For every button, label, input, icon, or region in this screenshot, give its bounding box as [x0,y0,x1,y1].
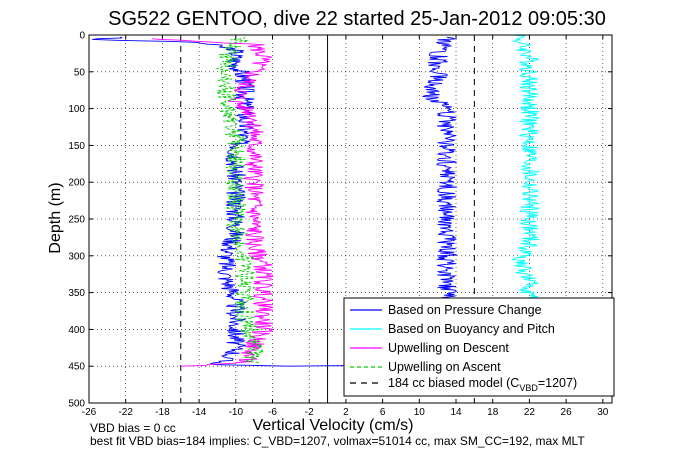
x-tick-label: 2 [343,407,349,418]
y-tick-label: 200 [68,178,85,189]
data-series [92,34,541,367]
x-tick-label: 26 [561,407,573,418]
y-tick-label: 0 [79,31,85,42]
vbd-bias-note: VBD bias = 0 cc [90,421,176,435]
x-tick-label: -10 [229,407,244,418]
series-line-2 [511,34,541,301]
reference-lines [180,35,475,403]
legend-label: Upwelling on Descent [388,341,509,355]
y-tick-label: 50 [74,67,86,78]
legend-label: Based on Buoyancy and Pitch [388,322,555,336]
x-tick-label: 22 [524,407,536,418]
x-tick-label: 18 [487,407,499,418]
legend-label: Upwelling on Ascent [388,360,501,374]
x-tick-label: -2 [305,407,314,418]
y-tick-label: 100 [68,104,85,115]
legend: Based on Pressure Change Based on Buoyanc… [343,297,615,397]
y-tick-label: 400 [68,325,85,336]
x-axis-label: Vertical Velocity (cm/s) [253,417,414,434]
x-tick-label: 6 [380,407,386,418]
x-tick-label: -22 [118,407,133,418]
series-line-1 [92,36,457,367]
axis-ticks: -26 -22 -18 -14 -10 -6 -2 2 6 10 14 18 22 26 300501001… [68,31,612,418]
series-line-3 [151,38,274,367]
x-tick-label: 30 [597,407,609,418]
legend-label: 184 cc biased model (CVBD=1207) [388,376,577,393]
x-tick-label: 14 [450,407,462,418]
x-tick-label: -14 [192,407,207,418]
y-tick-label: 500 [68,399,85,410]
x-tick-label: -18 [155,407,170,418]
legend-box [343,297,615,397]
y-axis-label: Depth (m) [47,182,64,253]
x-tick-label: 10 [414,407,426,418]
y-tick-label: 450 [68,362,85,373]
series-line-4 [215,36,264,363]
y-tick-label: 300 [68,251,85,262]
y-tick-label: 350 [68,288,85,299]
x-tick-label: -26 [82,407,97,418]
legend-label: Based on Pressure Change [388,303,542,317]
y-tick-label: 250 [68,215,85,226]
chart-title: SG522 GENTOO, dive 22 started 25-Jan-201… [108,8,606,30]
best-fit-note: best fit VBD bias=184 implies: C_VBD=120… [90,434,585,448]
x-tick-label: -6 [268,407,277,418]
y-tick-label: 150 [68,141,85,152]
